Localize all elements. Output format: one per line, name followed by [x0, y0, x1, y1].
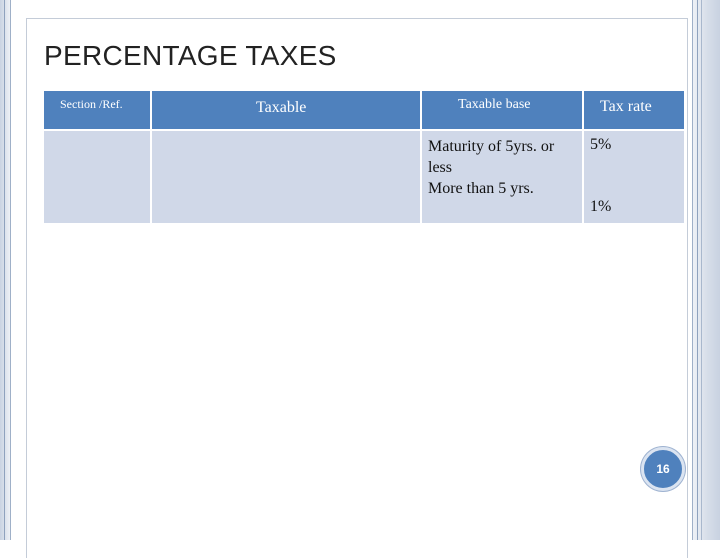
header-taxable: Taxable	[152, 91, 420, 129]
table-row: Maturity of 5yrs. or less More than 5 yr…	[44, 131, 684, 223]
cell-section-ref	[44, 131, 150, 223]
header-tax-rate-label: Tax rate	[600, 98, 652, 115]
taxable-base-line: Maturity of 5yrs. or	[428, 138, 555, 155]
taxable-base-line: More than 5 yrs.	[428, 180, 534, 197]
header-taxable-base: Taxable base	[422, 91, 582, 129]
header-section-ref: Section /Ref.	[44, 91, 150, 129]
percentage-taxes-table: Section /Ref. Taxable Taxable base Tax r…	[42, 89, 686, 225]
table-header-row: Section /Ref. Taxable Taxable base Tax r…	[44, 91, 684, 129]
slide-title: PERCENTAGE TAXES	[44, 40, 337, 71]
cell-taxable	[152, 131, 420, 223]
tax-rate-value: 5%	[590, 136, 612, 153]
header-taxable-label: Taxable	[256, 99, 307, 116]
slide-frame-border	[26, 18, 688, 558]
cell-tax-rate: 5% 1%	[584, 131, 684, 223]
header-taxable-base-label: Taxable base	[458, 97, 531, 112]
slide-frame-right	[692, 0, 720, 540]
taxable-base-line: less	[428, 159, 452, 176]
header-tax-rate: Tax rate	[584, 91, 684, 129]
page-number-badge: 16	[641, 447, 685, 491]
tax-rate-value: 1%	[590, 198, 612, 215]
slide-frame-left	[0, 0, 11, 540]
cell-taxable-base: Maturity of 5yrs. or less More than 5 yr…	[422, 131, 582, 223]
header-section-ref-label: Section /Ref.	[60, 97, 123, 111]
